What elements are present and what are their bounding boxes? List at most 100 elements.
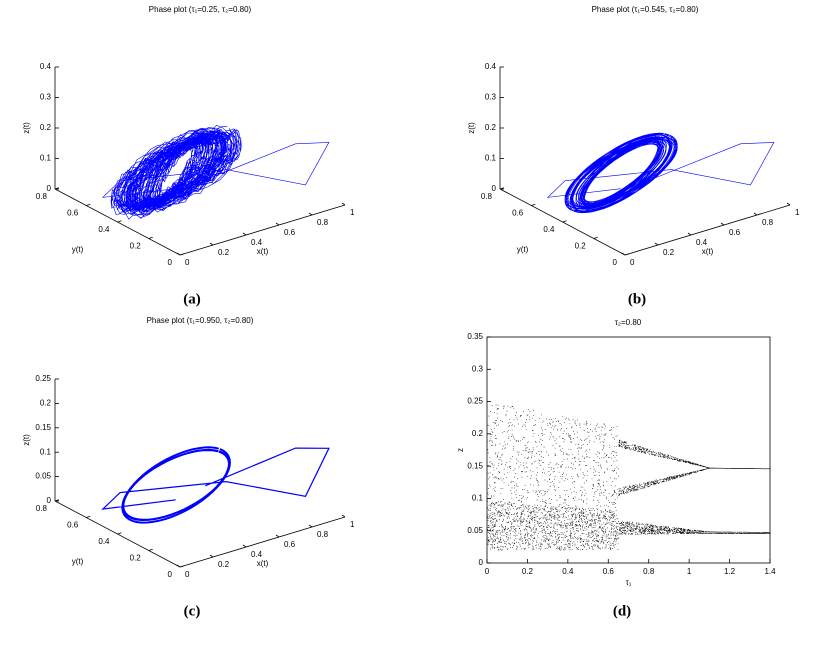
y-tick-label: 0 [613,258,618,267]
y-tick-label: 0.05 [467,526,483,535]
x-tick-label: 0.8 [317,530,329,539]
y-tick-label: 0.6 [67,521,79,530]
y-axis-label: z [456,448,465,452]
y-tick-label: 0 [479,558,484,567]
x-tick-label: 0.6 [284,228,296,237]
y-tick-label: 0.6 [67,209,79,218]
x-tick-label: 0.8 [762,218,774,227]
z-tick-label: 0 [47,184,52,193]
y-tick-label: 0.15 [467,461,483,470]
y-tick-label: 0.2 [130,242,142,251]
z-tick-label: 0.15 [35,423,51,432]
y-tick-label: 0.8 [36,504,48,513]
x-axis-label: τ₁ [626,578,632,587]
x-tick [176,564,181,568]
panel-caption: (c) [184,603,201,619]
x-tick [275,534,280,538]
y-tick [562,220,567,223]
x-tick [753,212,758,216]
x-tick-label: 1 [350,208,355,217]
y-tick [54,187,60,190]
x-tick [242,232,247,236]
z-tick-label: 0.4 [40,62,52,71]
y-tick-label: 0.2 [130,554,142,563]
x-tick [720,222,725,226]
y-axis-label: y(t) [72,557,84,566]
x-tick-label: 0 [630,258,635,267]
x-axis-label: x(t) [257,559,269,568]
z-axis-label: z(t) [467,122,476,134]
x-tick-label: 0.6 [729,228,741,237]
y-tick [86,203,91,206]
x-axis [179,204,346,256]
y-tick-label: 0.8 [481,192,493,201]
z-axis-label: z(t) [22,434,31,446]
y-tick [593,236,598,239]
x-tick-label: 0.4 [251,550,263,559]
y-tick [86,515,91,518]
x-tick-label: 0.2 [218,248,230,257]
trajectory [101,446,330,524]
y-tick-label: 0.8 [36,192,48,201]
x-axis [179,516,346,568]
y-tick [179,565,185,568]
x-tick-label: 0 [185,570,190,579]
x-tick [621,252,626,256]
panel-title: Phase plot (τ₁=0.950, τ₂=0.80) [147,316,254,325]
y-tick-label: 0.2 [472,429,484,438]
x-tick [786,202,791,206]
z-tick-label: 0.2 [40,123,52,132]
z-tick-label: 0.3 [40,93,52,102]
y-tick-label: 0.2 [575,242,587,251]
y-axis-label: y(t) [517,245,529,254]
x-tick-label: 0.4 [251,238,263,247]
y-tick [499,187,505,190]
y-tick-label: 0.1 [472,494,484,503]
x-tick-label: 0.4 [562,567,574,576]
z-tick-label: 0.1 [485,154,497,163]
x-tick [176,252,181,256]
plot-frame [486,336,771,564]
y-tick-label: 0 [168,258,173,267]
z-axis-label: z(t) [22,122,31,134]
panel-title: Phase plot (τ₁=0.545, τ₂=0.80) [592,5,699,14]
panel-title: τ₂=0.80 [615,318,642,327]
x-tick-label: 1 [795,208,800,217]
x-tick-label: 1 [687,567,692,576]
y-tick-label: 0.4 [98,537,110,546]
z-tick-label: 0.05 [35,472,51,481]
panel-caption: (a) [183,291,201,307]
y-tick-label: 0.25 [467,397,483,406]
z-tick-label: 0.2 [485,123,497,132]
x-tick-label: 0.2 [218,560,230,569]
y-tick-label: 0 [168,570,173,579]
y-tick [624,253,630,256]
x-tick [687,232,692,236]
point-cloud [487,404,771,551]
x-axis-label: x(t) [702,247,714,256]
y-tick [117,220,122,223]
z-tick-label: 0.4 [485,62,497,71]
z-tick-label: 0.25 [35,374,51,383]
x-tick-label: 1 [350,520,355,529]
y-tick-label: 0.4 [98,225,110,234]
z-tick-label: 0 [47,496,52,505]
x-tick-label: 0 [485,567,490,576]
x-tick-label: 1.4 [764,567,776,576]
x-tick-label: 0.8 [643,567,655,576]
x-tick [308,524,313,528]
x-tick-label: 0.2 [663,248,675,257]
x-tick [209,242,214,246]
y-tick-label: 0.35 [467,332,483,341]
x-axis-label: x(t) [257,247,269,256]
y-axis-label: y(t) [72,245,84,254]
x-tick [654,242,659,246]
z-tick-label: 0.1 [40,154,52,163]
y-tick [117,532,122,535]
y-tick [148,548,153,551]
x-tick [341,514,346,518]
x-tick-label: 1.2 [724,567,736,576]
panel-caption: (b) [628,291,646,307]
x-tick [242,544,247,548]
